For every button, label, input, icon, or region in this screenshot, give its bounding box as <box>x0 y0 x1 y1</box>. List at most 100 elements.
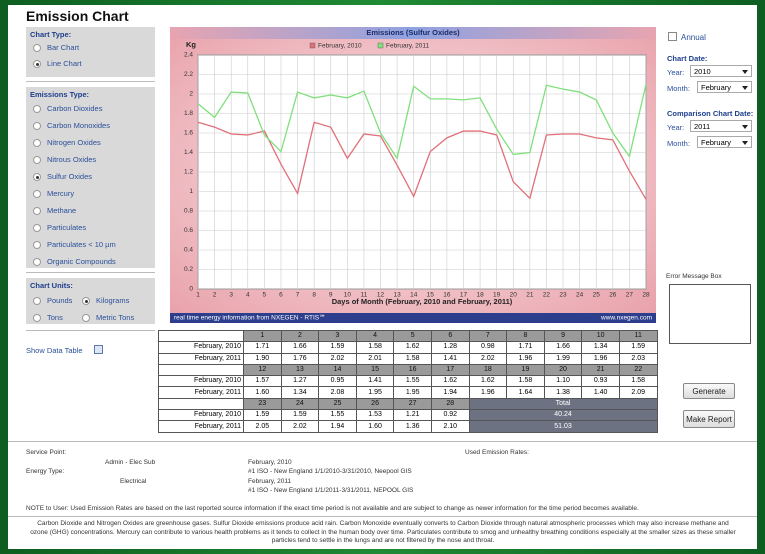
table-cell: 5 <box>393 329 432 343</box>
x-tick-label: 12 <box>377 292 385 299</box>
table-cell: 24 <box>280 397 320 411</box>
table-cell: 1.57 <box>243 375 282 388</box>
legend-swatch <box>377 42 384 49</box>
table-cell: 1.94 <box>318 420 357 433</box>
radio-button[interactable] <box>82 297 90 305</box>
table-cell: 2.02 <box>468 352 508 365</box>
table-row: 12 13 14 15 16 17 18 19 20 21 22 <box>158 363 658 377</box>
table-cell: 14 <box>318 363 357 377</box>
x-axis-label: Days of Month (February, 2010 and Februa… <box>332 297 513 306</box>
table-row: February, 2011 1.60 1.34 2.08 1.95 1.95 1.94 1.… <box>158 386 658 399</box>
info-value: Admin - Elec Sub <box>105 459 156 466</box>
table-cell: 2 <box>280 329 320 343</box>
radio-button[interactable] <box>33 297 41 305</box>
table-cell: 1.94 <box>430 386 470 399</box>
dropdown[interactable]: 2010 <box>690 65 752 77</box>
radio-label: Tons <box>47 313 63 322</box>
data-line <box>197 84 647 160</box>
radio-label: Kilograms <box>96 296 130 305</box>
table-cell: 1.96 <box>506 352 545 365</box>
radio-button[interactable] <box>33 190 41 198</box>
table-cell: 1.99 <box>543 352 583 365</box>
table-cell: 1.71 <box>243 341 282 354</box>
separator <box>26 330 155 331</box>
table-cell: 22 <box>618 363 658 377</box>
info-label: Energy Type: <box>26 468 65 475</box>
button[interactable]: Make Report <box>683 410 735 428</box>
table-cell: 1.38 <box>543 386 583 399</box>
y-tick-label: 1.4 <box>184 149 193 156</box>
dropdown[interactable]: February <box>697 136 752 148</box>
checkbox[interactable] <box>668 32 677 41</box>
table-cell: February, 2010 <box>158 341 244 354</box>
radio-label: Line Chart <box>47 59 82 68</box>
y-tick-label: 1.8 <box>184 110 193 117</box>
radio-button[interactable] <box>33 60 41 68</box>
radio-label: Bar Chart <box>47 43 80 52</box>
x-tick-label: 21 <box>526 292 534 299</box>
dropdown[interactable]: February <box>697 81 752 93</box>
radio-button[interactable] <box>33 173 41 181</box>
radio-button[interactable] <box>33 44 41 52</box>
radio-button[interactable] <box>33 139 41 147</box>
y-tick-label: 0.2 <box>184 266 193 273</box>
x-tick-label: 27 <box>626 292 634 299</box>
x-tick-label: 7 <box>296 292 300 299</box>
x-tick-label: 4 <box>246 292 250 299</box>
table-row: February, 2010 1.59 1.59 1.55 1.53 1.21 0.92 40… <box>158 409 658 422</box>
x-tick-label: 19 <box>493 292 501 299</box>
table-row: February, 2010 1.71 1.66 1.59 1.58 1.62 1.28 0.… <box>158 341 658 354</box>
table-cell: 1.59 <box>318 341 357 354</box>
radio-label: Mercury <box>47 189 75 198</box>
radio-button[interactable] <box>33 224 41 232</box>
checkbox-label: Annual <box>681 33 706 42</box>
table-cell: 2.03 <box>618 352 658 365</box>
y-tick-label: 0.6 <box>184 227 193 234</box>
button[interactable]: Generate <box>683 383 735 399</box>
section-header: Comparison Chart Date: <box>667 109 754 118</box>
title-bar <box>170 27 656 39</box>
table-cell: Total <box>468 397 658 411</box>
table-body: 1 2 3 4 5 6 7 8 9 10 11 February, 2010 1.71 1.66 1.59 1… <box>158 329 658 433</box>
radio-button[interactable] <box>33 122 41 130</box>
table-cell: 1.10 <box>543 375 583 388</box>
table-cell: 1.66 <box>280 341 320 354</box>
table-cell: 1.64 <box>506 386 545 399</box>
table-cell: 1.41 <box>430 352 470 365</box>
y-tick-label: 2.2 <box>184 71 193 78</box>
x-tick-label: 22 <box>543 292 551 299</box>
separator <box>26 81 155 82</box>
table-cell: 1.53 <box>355 409 395 422</box>
y-tick-label: 0 <box>189 286 193 293</box>
table-cell: February, 2011 <box>158 352 244 365</box>
table-cell: 23 <box>243 397 282 411</box>
radio-button[interactable] <box>82 314 90 322</box>
table-cell: 15 <box>355 363 395 377</box>
checkbox[interactable] <box>94 345 103 354</box>
section-header: Chart Date: <box>667 54 708 63</box>
radio-button[interactable] <box>33 105 41 113</box>
table-cell: 1.71 <box>506 341 545 354</box>
table-cell: 13 <box>280 363 320 377</box>
radio-button[interactable] <box>33 207 41 215</box>
table-cell: 1.58 <box>393 352 432 365</box>
radio-button[interactable] <box>33 241 41 249</box>
radio-button[interactable] <box>33 156 41 164</box>
table-cell: 1.90 <box>243 352 282 365</box>
table-cell: 0.93 <box>581 375 620 388</box>
table-cell: 1.95 <box>393 386 432 399</box>
rate-period: February, 2010 <box>248 459 292 466</box>
table-cell: 0.95 <box>318 375 357 388</box>
x-tick-label: 17 <box>460 292 468 299</box>
table-cell: 1.76 <box>280 352 320 365</box>
dropdown[interactable]: 2011 <box>690 120 752 132</box>
table-cell: 1.58 <box>506 375 545 388</box>
legend-swatch <box>309 42 316 49</box>
table-cell: 1.28 <box>430 341 470 354</box>
radio-button[interactable] <box>33 314 41 322</box>
radio-button[interactable] <box>33 258 41 266</box>
panel-emissions <box>26 87 155 268</box>
table-cell: 2.08 <box>318 386 357 399</box>
table-cell: 6 <box>430 329 470 343</box>
field-label: Year: <box>667 68 685 77</box>
